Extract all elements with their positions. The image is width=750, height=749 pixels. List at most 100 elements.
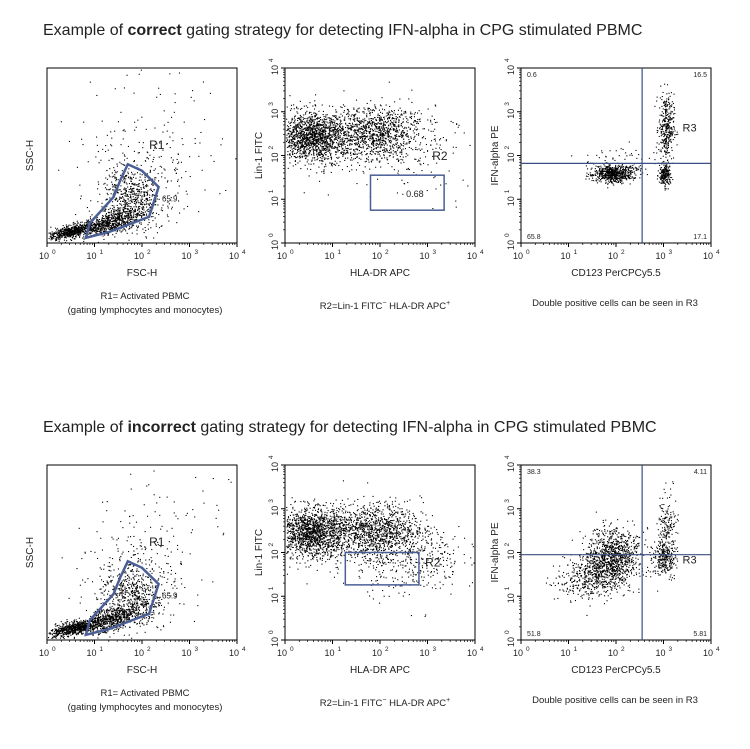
x-tick-label: 10 [513, 251, 523, 261]
y-tick-exponent: 4 [268, 58, 275, 62]
x-tick-label: 10 [655, 251, 665, 261]
r2-gate [344, 551, 420, 586]
r2-gate-label: R2 [432, 149, 448, 163]
x-tick-exponent: 0 [290, 646, 294, 653]
x-tick-label: 10 [86, 251, 96, 261]
caption-sup: − [382, 697, 387, 704]
caption-sup: + [446, 300, 451, 307]
x-axis-label: CD123 PerCPCy5.5 [571, 268, 661, 279]
y-tick-label-group: 10 3 [504, 499, 516, 516]
caption-r3: Double positive cells can be seen in R3 [505, 694, 725, 708]
quadrant-lower-left: 51.8 [527, 631, 541, 638]
y-tick-label-group: 10 4 [268, 58, 280, 75]
x-tick-exponent: 1 [574, 249, 578, 256]
x-tick-exponent: 0 [526, 249, 530, 256]
y-tick-label-group: 10 1 [504, 586, 516, 603]
scatter-points [48, 470, 232, 640]
x-tick-exponent: 2 [147, 249, 151, 256]
x-tick-exponent: 2 [147, 646, 151, 653]
y-tick-label-group: 10 4 [504, 455, 516, 472]
x-tick-label: 10 [608, 251, 618, 261]
caption-part: R2=Lin-1 FITC [319, 698, 383, 710]
x-tick-exponent: 4 [716, 646, 720, 653]
y-tick-exponent: 3 [504, 102, 511, 106]
x-tick-exponent: 2 [621, 646, 625, 653]
x-tick-exponent: 0 [290, 249, 294, 256]
x-tick-label: 10 [277, 648, 287, 658]
y-axis-label: IFN-alpha PE [490, 522, 501, 582]
x-tick-exponent: 2 [385, 249, 389, 256]
y-tick-exponent: 3 [268, 499, 275, 503]
y-tick-label-group: 10 2 [504, 146, 516, 163]
r1-gate-label: R1 [149, 535, 165, 549]
section-title-incorrect: Example of incorrect gating strategy for… [43, 419, 657, 437]
x-tick-exponent: 4 [480, 249, 484, 256]
caption-r2: R2=Lin-1 FITC− HLA-DR APC+ [265, 297, 505, 314]
x-tick-label: 10 [229, 251, 239, 261]
r1-gate [84, 162, 161, 240]
x-tick-label: 10 [560, 648, 570, 658]
scatter-points [545, 481, 679, 616]
y-axis-label: SSC-H [25, 537, 36, 568]
caption-line: Double positive cells can be seen in R3 [532, 695, 698, 706]
y-tick-label: 10 [506, 152, 516, 162]
caption-line: R1= Activated PBMC [100, 291, 190, 302]
r3-gate-label: R3 [683, 554, 697, 566]
y-tick-label: 10 [270, 637, 280, 647]
y-tick-label: 10 [270, 196, 280, 206]
r1-gate-value: 65.9 [162, 194, 178, 203]
plot-frame [520, 67, 712, 244]
x-tick-exponent: 3 [433, 249, 437, 256]
x-tick-exponent: 1 [100, 249, 104, 256]
x-tick-exponent: 1 [574, 646, 578, 653]
caption-line: (gating lymphocytes and monocytes) [67, 702, 223, 713]
y-tick-label: 10 [270, 462, 280, 472]
y-tick-label: 10 [270, 240, 280, 250]
y-tick-exponent: 2 [268, 543, 275, 547]
quadrant-lower-right: 17.1 [693, 234, 707, 241]
x-tick-exponent: 4 [716, 249, 720, 256]
caption-r1: R1= Activated PBMC (gating lymphocytes a… [30, 290, 260, 318]
x-tick-exponent: 3 [433, 646, 437, 653]
x-tick-label: 10 [134, 251, 144, 261]
x-axis-label: CD123 PerCPCy5.5 [571, 665, 661, 676]
caption-part: R2=Lin-1 FITC [319, 301, 383, 313]
x-tick-exponent: 0 [52, 646, 56, 653]
x-tick-label: 10 [467, 251, 477, 261]
r3-gate-label: R3 [683, 122, 697, 134]
y-tick-label-group: 10 4 [504, 58, 516, 75]
title-emphasis: correct [127, 22, 182, 39]
caption-line: (gating lymphocytes and monocytes) [67, 305, 223, 316]
y-tick-label-group: 10 2 [504, 543, 516, 560]
caption-part: HLA-DR APC [386, 301, 447, 313]
quadrant-lower-left: 65.8 [527, 234, 541, 241]
x-tick-label: 10 [655, 648, 665, 658]
y-tick-label: 10 [506, 196, 516, 206]
x-tick-exponent: 3 [669, 249, 673, 256]
scatter-points [286, 480, 475, 617]
x-tick-exponent: 1 [338, 646, 342, 653]
y-tick-label: 10 [506, 506, 516, 516]
y-tick-exponent: 0 [504, 630, 511, 634]
x-tick-exponent: 4 [242, 646, 246, 653]
x-tick-exponent: 1 [338, 249, 342, 256]
x-axis-label: FSC-H [127, 665, 158, 676]
y-tick-exponent: 3 [268, 102, 275, 106]
x-tick-label: 10 [39, 251, 49, 261]
scatter-points [571, 83, 679, 191]
x-tick-label: 10 [229, 648, 239, 658]
x-tick-exponent: 0 [52, 249, 56, 256]
y-tick-exponent: 1 [268, 189, 275, 193]
title-emphasis: incorrect [127, 419, 196, 436]
quadrant-upper-right: 16.5 [693, 72, 707, 79]
x-tick-exponent: 4 [480, 646, 484, 653]
x-tick-exponent: 4 [242, 249, 246, 256]
x-axis-label: HLA-DR APC [350, 665, 410, 676]
x-axis-label: HLA-DR APC [350, 268, 410, 279]
